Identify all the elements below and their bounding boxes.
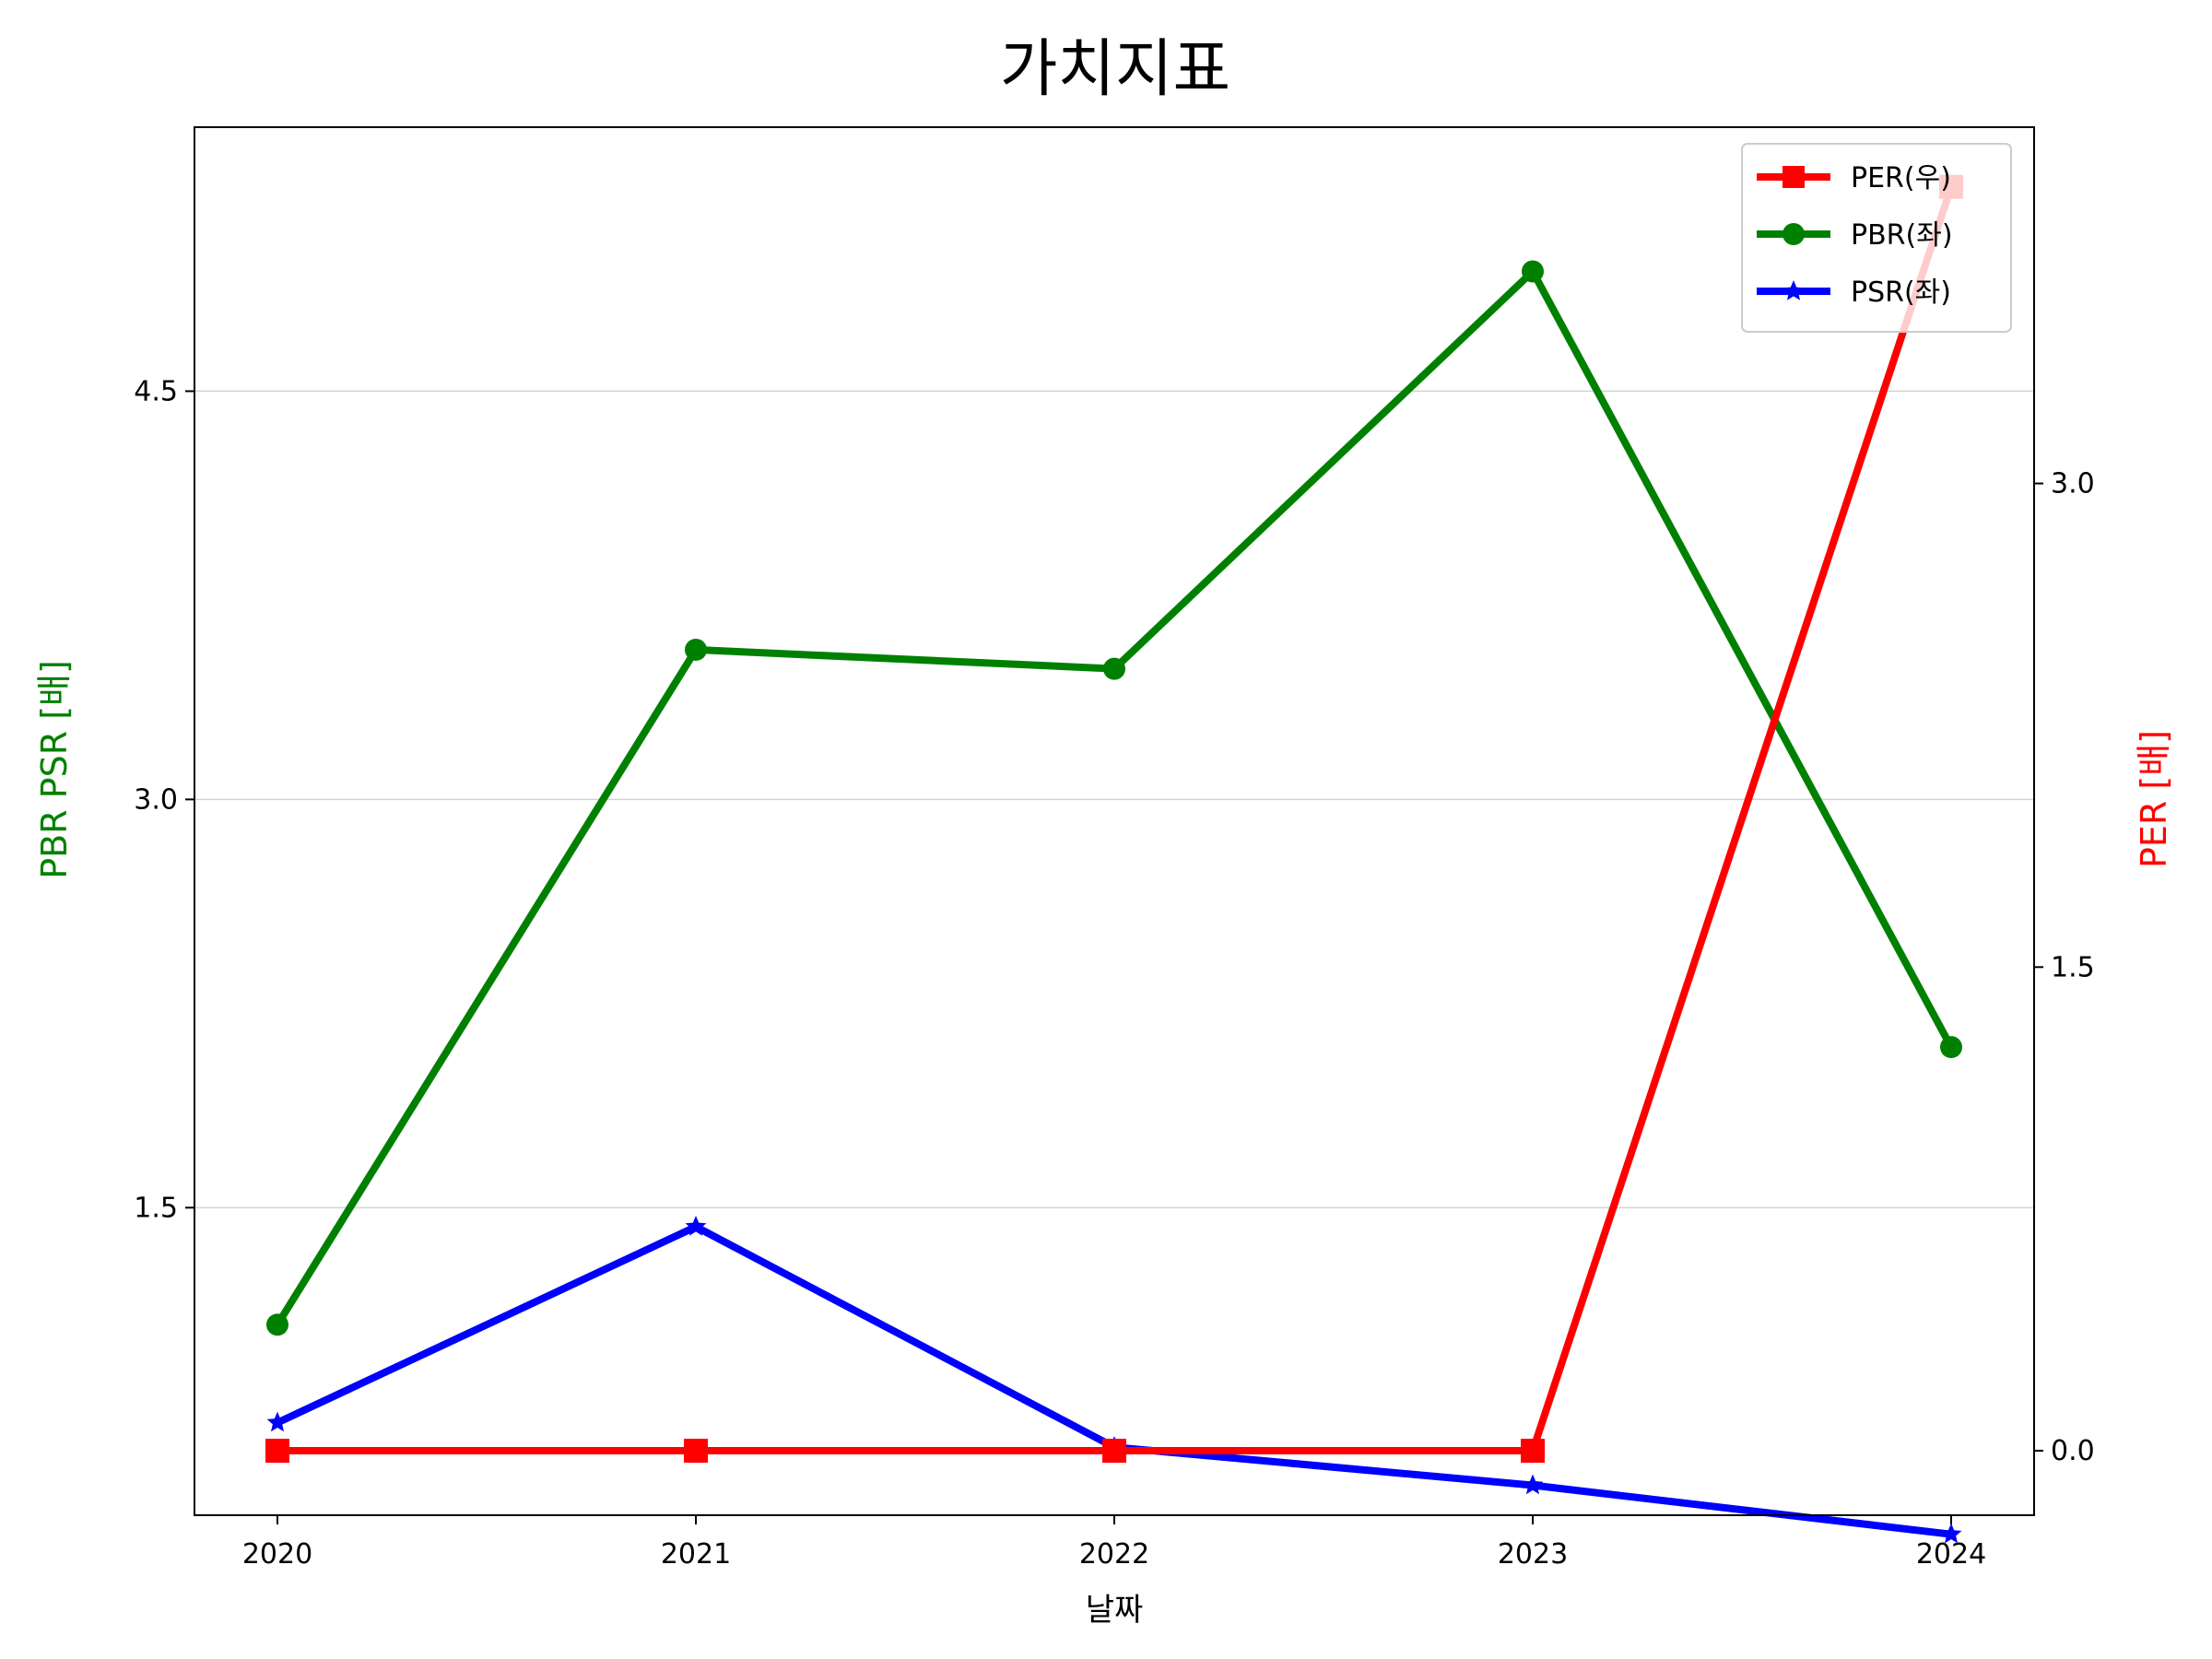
legend-label: PBR(좌): [1851, 219, 1953, 252]
data-point-square: [1102, 1439, 1126, 1464]
left-tick-label: 1.5: [134, 1192, 178, 1224]
series-pbr: [266, 260, 1962, 1336]
right-tick-label: 1.5: [2051, 951, 2095, 983]
legend-label: PER(우): [1851, 162, 1951, 194]
right-y-axis-title: PER [배]: [2134, 730, 2174, 868]
legend-entry: PSR(좌): [1757, 276, 1951, 309]
series-line: [274, 267, 1955, 1327]
x-tick-label: 2020: [242, 1538, 312, 1571]
series-line: [277, 185, 1955, 1455]
data-point-circle: [266, 1313, 288, 1336]
x-tick-label: 2023: [1498, 1538, 1568, 1571]
legend-entry: PBR(좌): [1757, 219, 1953, 252]
data-point-circle: [1103, 657, 1125, 680]
left-y-axis: 1.5 3.0 4.5: [134, 375, 194, 1224]
grid-lines: [194, 390, 2034, 1209]
left-y-axis-title: PBR PSR [배]: [34, 660, 75, 879]
data-point-circle: [1940, 1036, 1962, 1059]
series-psr: [266, 1215, 1962, 1544]
plot-frame: [194, 126, 2035, 1516]
left-tick-label: 3.0: [134, 783, 178, 816]
data-point-star: [266, 1411, 288, 1432]
x-axis-title: 날짜: [1086, 1592, 1144, 1629]
x-axis: 2020 2021 2022 2023 2024: [242, 1515, 1986, 1571]
chart-title: 가치지표: [1000, 33, 1230, 106]
data-point-square: [684, 1439, 708, 1464]
data-point-circle: [685, 638, 707, 661]
data-point-star: [685, 1215, 707, 1236]
data-point-star: [1522, 1474, 1544, 1495]
data-point-square: [1783, 166, 1805, 188]
x-tick-label: 2024: [1916, 1538, 1986, 1571]
legend-label: PSR(좌): [1851, 276, 1951, 309]
data-point-circle: [1783, 223, 1805, 245]
x-tick-label: 2021: [661, 1538, 731, 1571]
data-point-circle: [1522, 260, 1544, 283]
left-tick-label: 4.5: [134, 375, 178, 407]
legend-entry: PER(우): [1757, 162, 1951, 194]
series-layer: [265, 174, 1963, 1544]
right-tick-label: 3.0: [2051, 468, 2095, 500]
right-tick-label: 0.0: [2051, 1435, 2095, 1467]
right-y-axis: 0.0 1.5 3.0: [2034, 468, 2095, 1467]
data-point-square: [265, 1439, 289, 1464]
data-point-square: [1521, 1439, 1545, 1464]
data-point-star: [1940, 1523, 1962, 1544]
series-per: [265, 174, 1963, 1464]
data-point-star: [1783, 280, 1805, 300]
series-line: [276, 1222, 1952, 1538]
legend: PER(우) PBR(좌) PSR(좌): [1741, 143, 2012, 333]
x-tick-label: 2022: [1079, 1538, 1149, 1571]
legend-box: [1741, 143, 2012, 333]
